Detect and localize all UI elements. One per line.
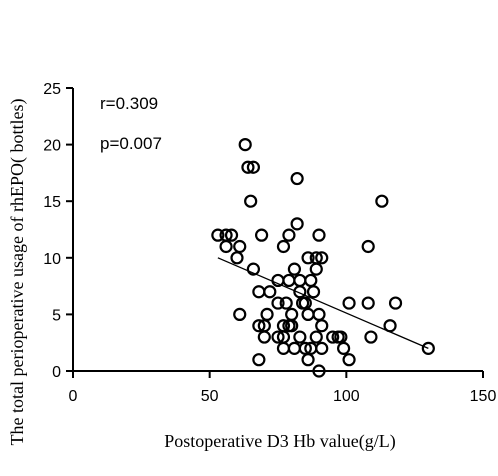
y-tick-label: 10 bbox=[43, 251, 61, 268]
regression-line bbox=[217, 257, 429, 349]
data-point bbox=[306, 285, 321, 299]
y-tick-label: 0 bbox=[52, 364, 61, 381]
data-point bbox=[304, 273, 318, 288]
data-point bbox=[293, 273, 307, 288]
data-point bbox=[238, 138, 252, 152]
data-point bbox=[260, 307, 274, 321]
stats-annotations: r=0.309 p=0.007 bbox=[100, 94, 162, 153]
data-point bbox=[326, 330, 340, 344]
data-point bbox=[285, 319, 299, 333]
data-point bbox=[276, 341, 291, 355]
data-point bbox=[315, 251, 329, 265]
data-point bbox=[342, 296, 356, 310]
data-point bbox=[219, 239, 233, 254]
y-tick-label: 15 bbox=[43, 194, 61, 211]
y-axis-title: The total perioperative usage of rhEPO( … bbox=[7, 99, 28, 446]
data-point bbox=[361, 296, 375, 310]
data-point bbox=[337, 341, 351, 355]
data-points bbox=[211, 138, 435, 378]
data-point bbox=[315, 319, 329, 333]
annotation-p-value: p=0.007 bbox=[100, 134, 162, 153]
data-point bbox=[224, 228, 239, 242]
data-point bbox=[255, 228, 269, 242]
data-point bbox=[309, 262, 323, 276]
data-point bbox=[287, 341, 301, 355]
data-point bbox=[252, 319, 266, 333]
data-point bbox=[252, 353, 266, 367]
data-point bbox=[301, 251, 315, 265]
data-point bbox=[211, 228, 225, 242]
y-tick-label: 20 bbox=[43, 138, 61, 155]
data-point bbox=[309, 330, 323, 344]
data-point bbox=[287, 262, 301, 276]
data-point bbox=[312, 364, 326, 378]
data-point bbox=[301, 353, 315, 367]
data-point bbox=[244, 194, 258, 208]
data-point bbox=[342, 353, 356, 367]
data-point bbox=[315, 341, 329, 355]
data-point bbox=[271, 296, 285, 310]
data-point bbox=[282, 228, 296, 242]
data-point bbox=[233, 307, 247, 321]
data-point bbox=[312, 307, 326, 321]
data-point bbox=[241, 160, 255, 174]
y-tick-label: 5 bbox=[52, 307, 61, 324]
data-point bbox=[312, 228, 326, 242]
data-point bbox=[364, 330, 378, 344]
x-tick-label: 150 bbox=[470, 388, 497, 405]
data-point bbox=[293, 330, 307, 344]
x-tick-label: 50 bbox=[201, 388, 219, 405]
data-point bbox=[279, 296, 293, 310]
data-point bbox=[388, 296, 403, 310]
data-point bbox=[361, 239, 375, 254]
data-point bbox=[271, 330, 285, 344]
x-tick-label: 100 bbox=[333, 388, 360, 405]
x-axis-ticks: 0 50 100 150 bbox=[69, 371, 497, 405]
x-axis-title: Postoperative D3 Hb value(g/L) bbox=[164, 431, 395, 452]
data-point bbox=[301, 307, 315, 321]
data-point bbox=[263, 285, 277, 299]
data-point bbox=[421, 341, 435, 355]
data-point bbox=[230, 251, 244, 265]
data-point bbox=[252, 285, 266, 299]
chart-axes: 0 50 100 150 0 5 10 15 20 25 bbox=[43, 81, 496, 405]
data-point bbox=[285, 307, 299, 321]
data-point bbox=[290, 171, 304, 186]
data-point bbox=[233, 239, 247, 254]
annotation-r-value: r=0.309 bbox=[100, 94, 158, 113]
data-point bbox=[282, 273, 296, 288]
data-point bbox=[375, 194, 389, 208]
y-axis-ticks: 0 5 10 15 20 25 bbox=[43, 81, 73, 381]
data-point bbox=[276, 239, 291, 254]
data-point bbox=[383, 319, 397, 333]
data-point bbox=[246, 262, 260, 276]
data-point bbox=[246, 160, 260, 174]
y-tick-label: 25 bbox=[43, 81, 61, 98]
x-tick-label: 0 bbox=[69, 388, 78, 405]
data-point bbox=[257, 330, 271, 344]
data-point bbox=[290, 217, 304, 231]
